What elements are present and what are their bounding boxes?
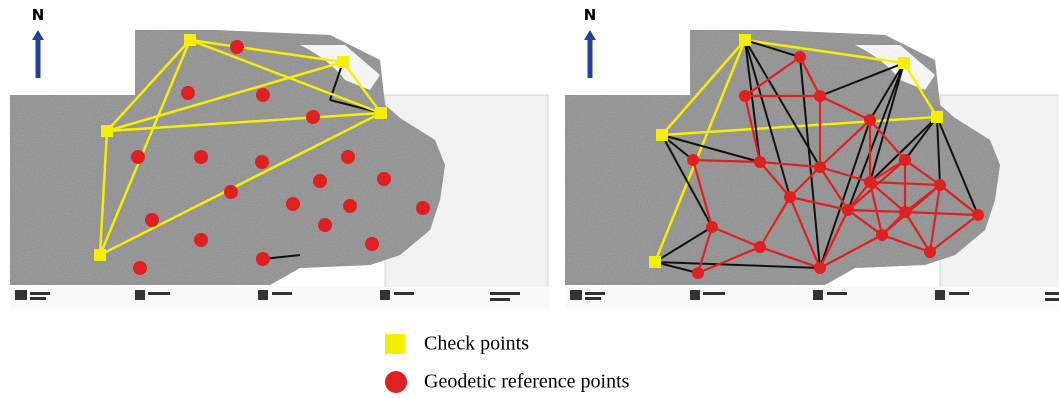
- reference-point: [306, 110, 320, 124]
- reference-point: [416, 201, 430, 215]
- reference-point: [377, 172, 391, 186]
- legend: Check points Geodetic reference points: [385, 333, 630, 393]
- reference-point: [224, 185, 238, 199]
- check-point: [375, 107, 387, 119]
- legend-swatch-circle: [385, 371, 407, 393]
- reference-point: [842, 204, 854, 216]
- check-point: [898, 57, 910, 69]
- check-point: [739, 34, 751, 46]
- reference-point: [739, 90, 751, 102]
- north-arrow: [584, 30, 596, 78]
- reference-point: [687, 154, 699, 166]
- reference-point: [133, 261, 147, 275]
- reference-point: [924, 246, 936, 258]
- reference-point: [972, 209, 984, 221]
- legend-label: Check points: [424, 333, 529, 355]
- reference-point: [754, 241, 766, 253]
- reference-point: [286, 197, 300, 211]
- reference-point: [864, 114, 876, 126]
- reference-point: [194, 150, 208, 164]
- reference-point: [864, 176, 876, 188]
- reference-point: [784, 191, 796, 203]
- check-point: [184, 34, 196, 46]
- check-point: [931, 111, 943, 123]
- reference-point: [365, 237, 379, 251]
- reference-point: [341, 150, 355, 164]
- reference-point: [194, 233, 208, 247]
- reference-point: [145, 213, 159, 227]
- reference-point: [256, 88, 270, 102]
- figure: N N Check points Geodetic reference poin…: [0, 0, 1059, 398]
- check-point: [649, 256, 661, 268]
- reference-point: [754, 156, 766, 168]
- left-map: [10, 30, 550, 309]
- check-point: [94, 249, 106, 261]
- check-point: [656, 129, 668, 141]
- reference-point: [899, 154, 911, 166]
- reference-point: [934, 179, 946, 191]
- reference-point: [256, 252, 270, 266]
- legend-swatch-square: [385, 334, 405, 354]
- reference-point: [706, 221, 718, 233]
- reference-point: [255, 155, 269, 169]
- check-point: [101, 125, 113, 137]
- reference-point: [814, 161, 826, 173]
- reference-point: [814, 262, 826, 274]
- north-arrow: [32, 30, 44, 78]
- check-point: [337, 56, 349, 68]
- reference-point: [343, 199, 357, 213]
- reference-point: [692, 267, 704, 279]
- reference-point: [230, 40, 244, 54]
- reference-point: [899, 206, 911, 218]
- reference-point: [313, 174, 327, 188]
- reference-point: [181, 86, 195, 100]
- reference-point: [318, 218, 332, 232]
- reference-point: [814, 90, 826, 102]
- reference-point: [876, 229, 888, 241]
- north-label: N: [584, 6, 597, 24]
- reference-point: [131, 150, 145, 164]
- north-label: N: [32, 6, 45, 24]
- legend-label: Geodetic reference points: [424, 371, 630, 393]
- reference-point: [794, 51, 806, 63]
